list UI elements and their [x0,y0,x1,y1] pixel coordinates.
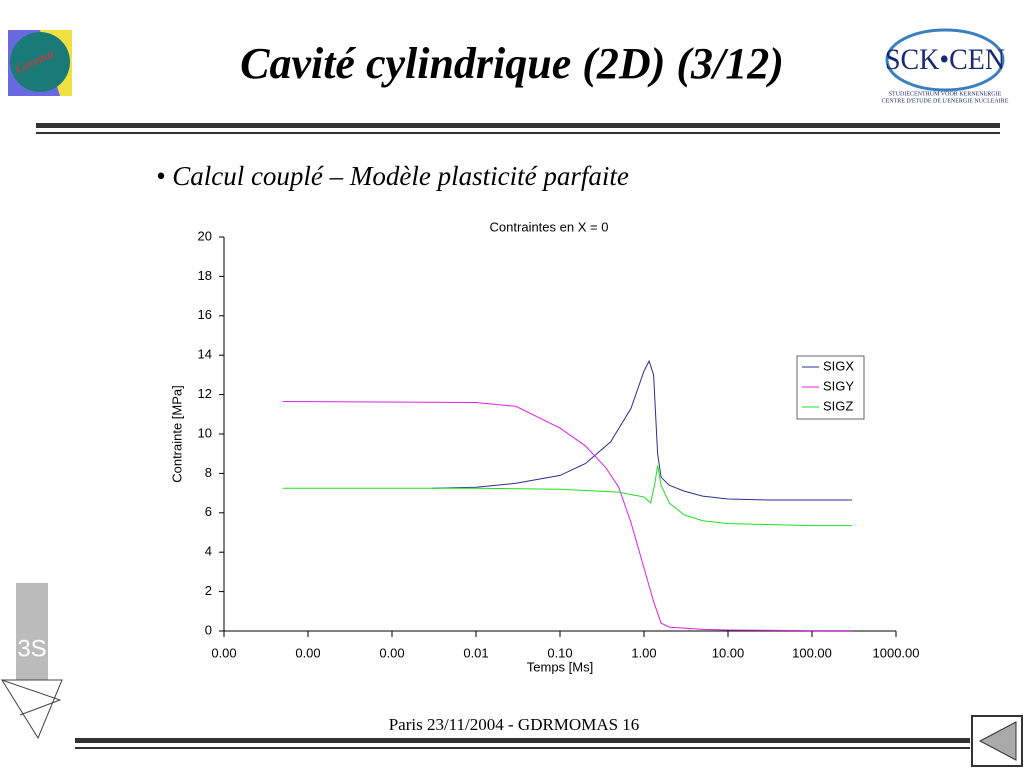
x-tick-label: 0.00 [211,645,236,660]
y-tick-label: 8 [205,465,212,480]
bullet: • Calcul couplé – Modèle plasticité parf… [156,161,629,191]
header-rule [36,123,1000,128]
x-tick-label: 10.00 [712,645,745,660]
y-tick-label: 2 [205,583,212,598]
x-axis-label: Temps [Ms] [527,659,593,674]
y-tick-label: 4 [205,544,212,559]
side-logo-text: 3S [17,635,46,662]
y-tick-label: 20 [198,228,212,243]
x-tick-label: 0.00 [379,645,404,660]
logo-caption: STUDIECENTRUM VOOR KERNENERGIE [889,91,1002,97]
chart: Contraintes en X = 0 Temps [Ms] Contrain… [169,219,919,674]
slide-title: Cavité cylindrique (2D) (3/12) [240,39,784,88]
x-tick-label: 0.00 [295,645,320,660]
header-rule [36,132,1000,134]
chart-title: Contraintes en X = 0 [490,219,609,234]
y-tick-label: 18 [198,268,212,283]
x-tick-label: 1.00 [631,645,656,660]
legend-label: SIGX [823,358,854,373]
x-tick-label: 100.00 [792,645,832,660]
x-tick-label: 0.01 [463,645,488,660]
y-tick-label: 14 [198,347,212,362]
y-tick-label: 6 [205,504,212,519]
footer: Paris 23/11/2004 - GDRMOMAS 16 [389,715,640,734]
legend-label: SIGY [823,378,854,393]
series-line [432,359,853,501]
logo-ring [885,28,1005,92]
series-line [282,401,853,632]
y-tick-label: 16 [198,307,212,322]
x-tick-label: 1000.00 [873,645,920,660]
legend-label: SIGZ [823,398,853,413]
side-logo [16,583,48,680]
footer-rule [75,738,970,743]
back-arrow[interactable] [978,721,1017,761]
logo-right: SCK•CEN [885,43,1005,76]
series-line [282,465,853,527]
y-axis-label: Contrainte [MPa] [169,385,184,483]
side-logo-lines [0,679,63,740]
logo-caption: CENTRE D'ETUDE DE L'ENERGIE NUCLEAIRE [882,98,1009,104]
footer-rule [75,747,970,749]
x-tick-label: 0.10 [547,645,572,660]
y-tick-label: 12 [198,386,212,401]
logo-circle [10,32,70,92]
y-tick-label: 10 [198,425,212,440]
y-tick-label: 0 [205,622,212,637]
